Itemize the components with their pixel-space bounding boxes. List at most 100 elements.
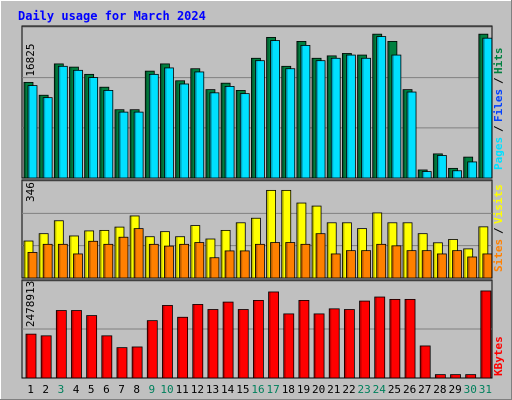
sites-bar-shade bbox=[300, 244, 303, 278]
pages-bar bbox=[255, 60, 265, 179]
legend-visits: Visits bbox=[492, 184, 505, 224]
sites-bar bbox=[103, 243, 114, 279]
kbytes-bar bbox=[359, 300, 370, 379]
hits-bar-shade bbox=[418, 169, 421, 178]
chart-title: Daily usage for March 2024 bbox=[18, 9, 206, 23]
sites-bar-shade bbox=[58, 244, 61, 278]
visits-bar-shade bbox=[281, 190, 284, 278]
visits-bar-shade bbox=[403, 222, 406, 278]
kbytes-bar bbox=[146, 320, 158, 379]
pages-bar-shade bbox=[482, 38, 485, 178]
kbytes-bar-shade bbox=[56, 310, 59, 378]
kbytes-bar bbox=[237, 309, 249, 379]
hits-bar-shade bbox=[387, 41, 390, 179]
pages-bar bbox=[164, 67, 174, 179]
sites-bar-shade bbox=[422, 250, 425, 278]
visits-bar-shade bbox=[190, 225, 193, 278]
kbytes-bar bbox=[101, 335, 113, 379]
day-label: 6 bbox=[103, 383, 110, 396]
day-label: 11 bbox=[176, 383, 189, 396]
pages-bar-shade bbox=[58, 66, 61, 178]
kbytes-bar-shade bbox=[298, 300, 301, 378]
sites-bar-shade bbox=[88, 241, 91, 278]
sites-bar-shade bbox=[164, 246, 167, 278]
pages-bar-shade bbox=[240, 93, 243, 178]
kbytes-bar-shade bbox=[177, 317, 180, 378]
visits-bar-shade bbox=[221, 230, 224, 278]
pages-bar-shade bbox=[361, 58, 364, 178]
visits-bar-shade bbox=[433, 242, 436, 278]
day-label: 2 bbox=[42, 383, 49, 396]
sites-bar bbox=[209, 257, 220, 279]
pages-bar bbox=[194, 71, 205, 179]
hits-bar-shade bbox=[205, 89, 208, 178]
kbytes-bar-shade bbox=[132, 346, 135, 378]
kbytes-bar-shade bbox=[101, 335, 104, 378]
visits-ymax-label: 346 bbox=[24, 182, 37, 202]
kbytes-bar bbox=[268, 291, 279, 379]
pages-bar bbox=[118, 111, 129, 179]
hits-bar-shade bbox=[221, 83, 224, 178]
legend-hits: Hits bbox=[492, 48, 505, 75]
sites-bar bbox=[421, 250, 432, 279]
hits-bar-shade bbox=[145, 71, 148, 178]
hits-bar-shade bbox=[478, 34, 481, 178]
pages-bar bbox=[270, 40, 280, 179]
kbytes-bar bbox=[389, 298, 401, 379]
visits-bar-shade bbox=[145, 236, 148, 278]
kbytes-bar bbox=[86, 315, 98, 379]
pages-bar-shade bbox=[164, 67, 167, 178]
legend-slash-1: / bbox=[492, 125, 505, 132]
sites-bar bbox=[255, 243, 265, 279]
pages-bar-shade bbox=[73, 70, 76, 178]
pages-bar bbox=[406, 91, 417, 179]
pages-bar-shade bbox=[346, 55, 349, 178]
kbytes-bar bbox=[55, 310, 67, 379]
pages-bar-shade bbox=[422, 171, 425, 178]
pages-bar-shade bbox=[376, 36, 379, 178]
sites-bar bbox=[73, 253, 83, 279]
hits-bar-shade bbox=[296, 41, 299, 179]
hits-bar-shade bbox=[39, 95, 42, 178]
kbytes-bar bbox=[465, 374, 477, 379]
visits-bar-shade bbox=[387, 222, 390, 278]
kbytes-bar-shade bbox=[420, 345, 423, 378]
kbytes-bar bbox=[343, 309, 355, 379]
sites-bar bbox=[148, 243, 159, 279]
kbytes-bar-shade bbox=[162, 305, 165, 378]
pages-bar-shade bbox=[270, 40, 273, 178]
kbytes-panel bbox=[21, 279, 493, 379]
kbytes-ymax-label: 2478913 bbox=[24, 281, 37, 327]
sites-bar bbox=[452, 250, 462, 279]
day-label: 29 bbox=[448, 383, 461, 396]
day-label: 16 bbox=[251, 383, 264, 396]
kbytes-bar-shade bbox=[465, 374, 468, 378]
pages-bar bbox=[88, 77, 99, 179]
day-label: 28 bbox=[433, 383, 446, 396]
legend-kbytes: KBytes bbox=[492, 336, 505, 376]
pages-bar-shade bbox=[285, 68, 288, 178]
sites-bar bbox=[345, 250, 356, 279]
sites-bar bbox=[300, 243, 311, 279]
day-label: 26 bbox=[403, 383, 416, 396]
sites-bar bbox=[118, 236, 129, 279]
sites-bar-shade bbox=[134, 228, 137, 278]
kbytes-bar-shade bbox=[147, 320, 150, 378]
kbytes-bar bbox=[298, 299, 310, 379]
pages-bar-shade bbox=[103, 90, 106, 178]
pages-bar-shade bbox=[437, 155, 440, 178]
visits-bar-shade bbox=[312, 206, 315, 278]
sites-bar-shade bbox=[361, 250, 364, 278]
hits-bar-shade bbox=[312, 58, 315, 178]
legend-sites: Sites bbox=[492, 239, 505, 272]
sites-bar bbox=[194, 242, 205, 279]
kbytes-bar-shade bbox=[480, 290, 483, 378]
sites-bar-shade bbox=[376, 244, 379, 278]
pages-bar bbox=[376, 36, 387, 179]
kbytes-bar-shade bbox=[374, 297, 377, 378]
visits-bar-shade bbox=[24, 241, 26, 278]
kbytes-bar bbox=[374, 296, 386, 379]
visits-bar-shade bbox=[130, 215, 133, 278]
kbytes-bar bbox=[328, 308, 340, 379]
kbytes-bar-shade bbox=[389, 299, 392, 378]
